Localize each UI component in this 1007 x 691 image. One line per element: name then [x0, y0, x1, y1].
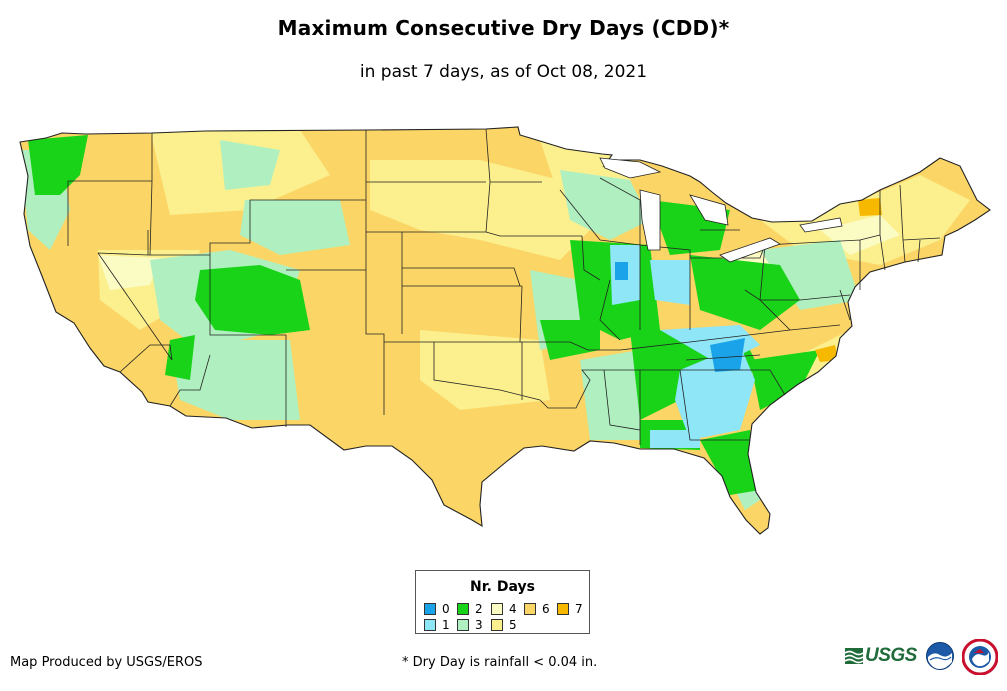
cdd-region-1-day: [650, 260, 690, 305]
legend-item-6: 6: [524, 602, 550, 616]
legend-label: 4: [509, 602, 517, 616]
cdd-region-2-days: [750, 350, 820, 410]
legend-item-4: 4: [491, 602, 517, 616]
legend-swatch: [424, 603, 436, 615]
legend-label: 5: [509, 618, 517, 632]
usgs-logo: USGS: [845, 644, 919, 668]
legend-item-5: 5: [491, 618, 517, 632]
legend-label: 3: [475, 618, 483, 632]
cdd-region-1-day: [650, 430, 700, 448]
legend-swatch: [457, 603, 469, 615]
legend-item-2: 2: [457, 602, 483, 616]
legend-label: 0: [442, 602, 450, 616]
legend-label: 1: [442, 618, 450, 632]
legend-swatch: [491, 619, 503, 631]
legend-swatch: [457, 619, 469, 631]
nws-logo-icon: [962, 639, 998, 675]
legend-item-1: 1: [424, 618, 450, 632]
usgs-logo-text: USGS: [865, 645, 917, 667]
legend-item-7: 7: [557, 602, 583, 616]
noaa-logo-icon: [926, 642, 954, 670]
legend-label: 7: [575, 602, 583, 616]
legend-swatch: [491, 603, 503, 615]
legend-label: 2: [475, 602, 483, 616]
legend-title: Nr. Days: [416, 579, 589, 595]
legend-swatch: [424, 619, 436, 631]
legend-item-3: 3: [457, 618, 483, 632]
legend-item-0: 0: [424, 602, 450, 616]
footnote-text: * Dry Day is rainfall < 0.04 in.: [402, 655, 597, 670]
legend-label: 6: [542, 602, 550, 616]
credit-text: Map Produced by USGS/EROS: [10, 655, 203, 670]
cdd-region-3-days: [580, 350, 640, 440]
usgs-wave-icon: [845, 646, 863, 666]
legend: Nr. Days 0 1 2 3 4 5 6 7: [415, 570, 590, 634]
legend-swatch: [524, 603, 536, 615]
cdd-region-0-days: [615, 262, 628, 280]
legend-swatch: [557, 603, 569, 615]
cdd-region-7-days: [858, 198, 882, 216]
